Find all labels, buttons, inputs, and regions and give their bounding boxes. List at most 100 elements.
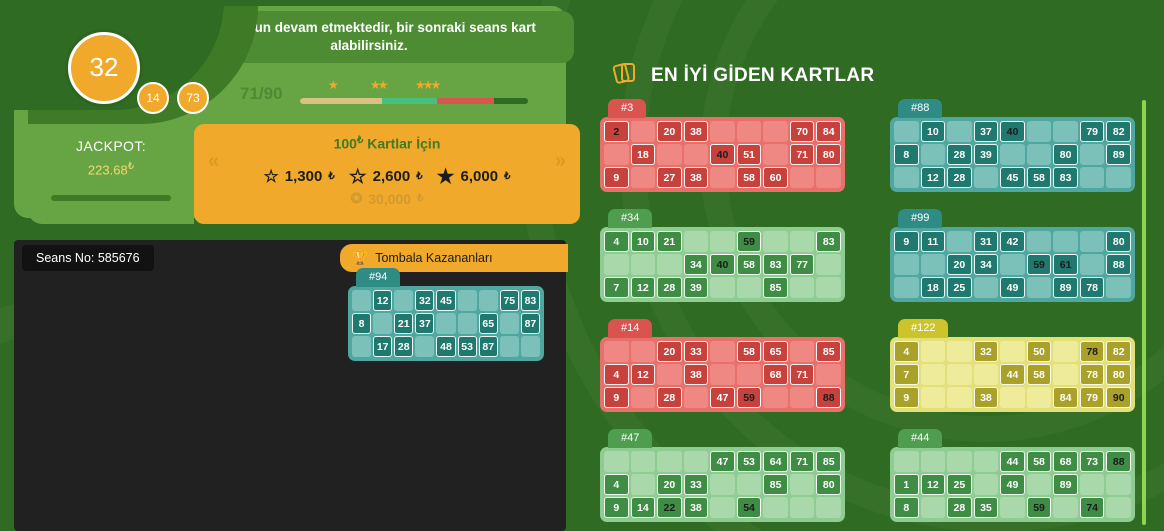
bingo-cell-empty bbox=[763, 387, 788, 408]
bingo-cell-number: 37 bbox=[415, 313, 435, 334]
bingo-cell-empty bbox=[415, 336, 435, 357]
best-card-slot: #99 9 11 31 42 80 20 34 59 61 88 18 25 49 89 78 bbox=[890, 207, 1135, 302]
bingo-cell-empty bbox=[657, 254, 682, 275]
bingo-cell-empty bbox=[789, 167, 815, 188]
bingo-cell-number: 4 bbox=[894, 341, 919, 362]
bingo-cell-number: 28 bbox=[657, 387, 682, 408]
bingo-cell-number: 65 bbox=[763, 341, 788, 362]
best-card-slot: #14 20 33 58 65 85 4 12 38 68 71 9 28 47 59 88 bbox=[600, 317, 845, 412]
session-number: 585676 bbox=[97, 251, 140, 265]
bingo-cell-number: 38 bbox=[683, 167, 709, 188]
bingo-cell-number: 78 bbox=[1079, 364, 1105, 385]
bingo-card-grid: 4 32 50 78 82 7 44 58 78 80 9 38 84 79 90 bbox=[890, 337, 1135, 412]
bingo-card[interactable]: #94 12 32 45 75 83 8 21 37 65 87 17 28 48 53 87 bbox=[348, 266, 544, 361]
cards-scrollbar[interactable] bbox=[1142, 100, 1146, 525]
bingo-cell-number: 21 bbox=[394, 313, 414, 334]
bingo-cell-empty bbox=[973, 364, 999, 385]
bingo-cell-empty bbox=[1000, 144, 1025, 165]
bingo-cell-number: 83 bbox=[816, 231, 841, 252]
best-cards-title: EN İYİ GİDEN KARTLAR bbox=[651, 65, 875, 86]
bingo-cell-number: 58 bbox=[736, 341, 762, 362]
bingo-cell-empty bbox=[394, 290, 414, 311]
bingo-card-grid: 2 20 38 70 84 18 40 51 71 80 9 27 38 58 60 bbox=[600, 117, 845, 192]
bingo-cell-empty bbox=[947, 387, 972, 408]
bingo-cell-empty bbox=[457, 313, 477, 334]
bingo-card-id: #94 bbox=[356, 268, 401, 287]
bingo-cell-number: 7 bbox=[604, 277, 629, 298]
bingo-cell-empty bbox=[920, 387, 946, 408]
bingo-cell-empty bbox=[920, 341, 946, 362]
progress-star-markers: ★ ★★ ★★★ bbox=[300, 76, 528, 96]
bingo-cell-number: 28 bbox=[947, 144, 972, 165]
bingo-cell-number: 1 bbox=[894, 474, 919, 495]
bingo-cell-empty bbox=[1026, 387, 1052, 408]
bingo-card-grid: 12 32 45 75 83 8 21 37 65 87 17 28 48 53 87 bbox=[348, 286, 544, 361]
bingo-cell-empty bbox=[1079, 474, 1105, 495]
bingo-cell-number: 20 bbox=[657, 121, 682, 142]
bingo-cell-empty bbox=[920, 364, 946, 385]
bingo-cell-empty bbox=[1053, 231, 1078, 252]
bingo-card-grid: 10 37 40 79 82 8 28 39 80 89 12 28 45 58 83 bbox=[890, 117, 1135, 192]
bingo-cell-number: 38 bbox=[973, 387, 999, 408]
bingo-cell-number: 18 bbox=[630, 144, 656, 165]
prize-title-suffix: Kartlar İçin bbox=[363, 135, 441, 152]
bingo-cell-number: 49 bbox=[1000, 277, 1025, 298]
bingo-cell-empty bbox=[683, 144, 709, 165]
jackpot-box: JACKPOT: 223.68₺ bbox=[28, 124, 194, 224]
bingo-cell-number: 25 bbox=[947, 277, 972, 298]
bingo-cell-empty bbox=[789, 277, 815, 298]
bingo-cell-empty bbox=[630, 474, 656, 495]
bingo-card[interactable]: #3 2 20 38 70 84 18 40 51 71 80 9 27 38 58 60 bbox=[600, 97, 845, 192]
bingo-card[interactable]: #122 4 32 50 78 82 7 44 58 78 80 9 38 84 79 90 bbox=[890, 317, 1135, 412]
bingo-cell-number: 12 bbox=[630, 364, 656, 385]
next-prize-arrow[interactable]: » bbox=[554, 150, 566, 172]
bingo-cell-empty bbox=[816, 167, 841, 188]
bingo-cell-number: 4 bbox=[604, 231, 629, 252]
bingo-cell-empty bbox=[373, 313, 393, 334]
bingo-cell-number: 33 bbox=[683, 341, 709, 362]
bingo-cell-number: 28 bbox=[394, 336, 414, 357]
bingo-cell-empty bbox=[1053, 364, 1078, 385]
bingo-cell-empty bbox=[763, 231, 788, 252]
bingo-card[interactable]: #88 10 37 40 79 82 8 28 39 80 89 12 28 45 58 83 bbox=[890, 97, 1135, 192]
bingo-cell-number: 64 bbox=[763, 451, 788, 472]
prize-bonus: ✪ 30,000 ₺ bbox=[194, 190, 580, 207]
bingo-cell-number: 88 bbox=[1106, 254, 1131, 275]
bingo-cell-number: 10 bbox=[920, 121, 946, 142]
jackpot-label: JACKPOT: bbox=[75, 138, 147, 154]
bingo-cell-number: 58 bbox=[1026, 167, 1052, 188]
bingo-cell-empty bbox=[1026, 277, 1052, 298]
bingo-cell-empty bbox=[789, 474, 815, 495]
bingo-cell-empty bbox=[1079, 231, 1105, 252]
bingo-cell-number: 84 bbox=[1053, 387, 1078, 408]
bingo-cell-empty bbox=[457, 290, 477, 311]
bingo-cell-empty bbox=[1079, 167, 1105, 188]
bingo-cell-number: 50 bbox=[1026, 341, 1052, 362]
bingo-cell-empty bbox=[1000, 341, 1025, 362]
bingo-cell-empty bbox=[763, 144, 788, 165]
bingo-card[interactable]: #14 20 33 58 65 85 4 12 38 68 71 9 28 47 59 88 bbox=[600, 317, 845, 412]
bingo-cell-number: 88 bbox=[1106, 451, 1131, 472]
bingo-cell-empty bbox=[630, 451, 656, 472]
bingo-cell-number: 68 bbox=[1053, 451, 1078, 472]
bingo-card-grid: 4 10 21 59 83 34 40 58 83 77 7 12 28 39 85 bbox=[600, 227, 845, 302]
bingo-cell-number: 58 bbox=[1026, 451, 1052, 472]
bingo-cell-number: 80 bbox=[816, 474, 841, 495]
bingo-cell-number: 49 bbox=[1000, 474, 1025, 495]
prev-prize-arrow[interactable]: « bbox=[208, 150, 220, 172]
bingo-cell-number: 8 bbox=[352, 313, 372, 334]
bingo-card[interactable]: #34 4 10 21 59 83 34 40 58 83 77 7 12 28 39 85 bbox=[600, 207, 845, 302]
bingo-cell-number: 78 bbox=[1079, 341, 1105, 362]
bingo-cell-number: 32 bbox=[415, 290, 435, 311]
bingo-card[interactable]: #47 47 53 64 71 85 4 20 33 85 80 9 14 22 38 54 bbox=[600, 427, 845, 522]
bingo-card[interactable]: #44 44 58 68 73 88 1 12 25 49 89 8 28 35 59 74 bbox=[890, 427, 1135, 522]
best-card-slot: #34 4 10 21 59 83 34 40 58 83 77 7 12 28 39 85 bbox=[600, 207, 845, 302]
bingo-cell-number: 59 bbox=[1026, 497, 1052, 518]
cards-icon bbox=[612, 60, 638, 92]
bingo-card[interactable]: #99 9 11 31 42 80 20 34 59 61 88 18 25 49 89 78 bbox=[890, 207, 1135, 302]
bingo-cell-number: 4 bbox=[604, 474, 629, 495]
bingo-cell-empty bbox=[1053, 121, 1078, 142]
bingo-cell-empty bbox=[604, 451, 629, 472]
bingo-cell-number: 53 bbox=[457, 336, 477, 357]
bingo-cell-empty bbox=[947, 231, 972, 252]
